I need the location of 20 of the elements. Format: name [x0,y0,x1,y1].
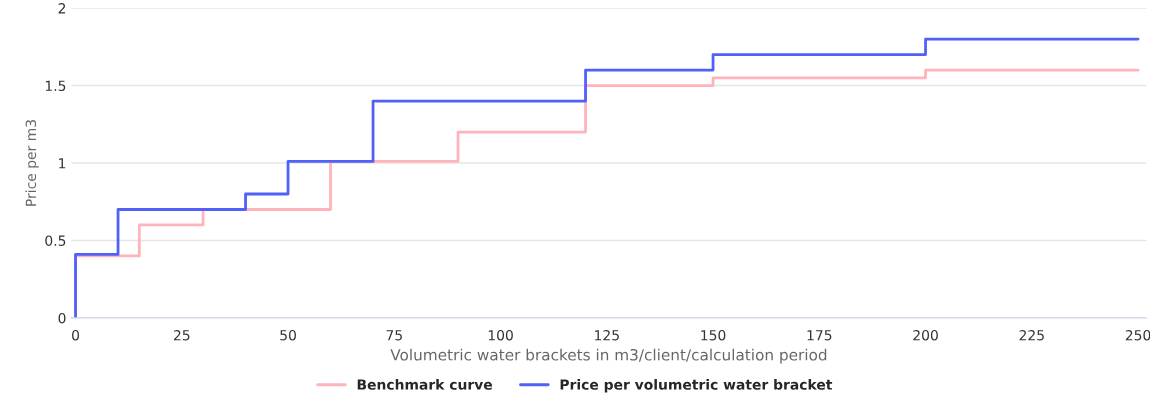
x-tick-label: 175 [807,330,832,341]
y-tick-label: 0 [58,312,66,324]
x-tick-label: 250 [1125,329,1150,341]
x-tick-label: 75 [386,330,402,341]
y-tick-label: 0.5 [45,235,66,246]
legend-label: Price per volumetric water bracket [560,379,833,393]
x-tick-label: 200 [913,329,938,341]
y-tick-label: 2 [58,3,66,14]
x-tick-label: 125 [595,329,619,341]
x-tick-label: 100 [488,329,513,341]
x-tick-label: 0 [72,329,80,341]
y-tick-label: 1 [59,158,66,169]
x-tick-label: 25 [173,329,190,341]
y-axis-title: Price per m3 [25,120,39,206]
x-tick-label: 150 [701,329,726,341]
y-tick-label: 1.5 [45,80,66,92]
x-axis-title: Volumetric water brackets in m3/client/calculation period [390,348,827,364]
x-tick-label: 225 [1019,329,1044,341]
x-tick-label: 50 [280,329,296,341]
legend-label: Benchmark curve [357,379,493,390]
